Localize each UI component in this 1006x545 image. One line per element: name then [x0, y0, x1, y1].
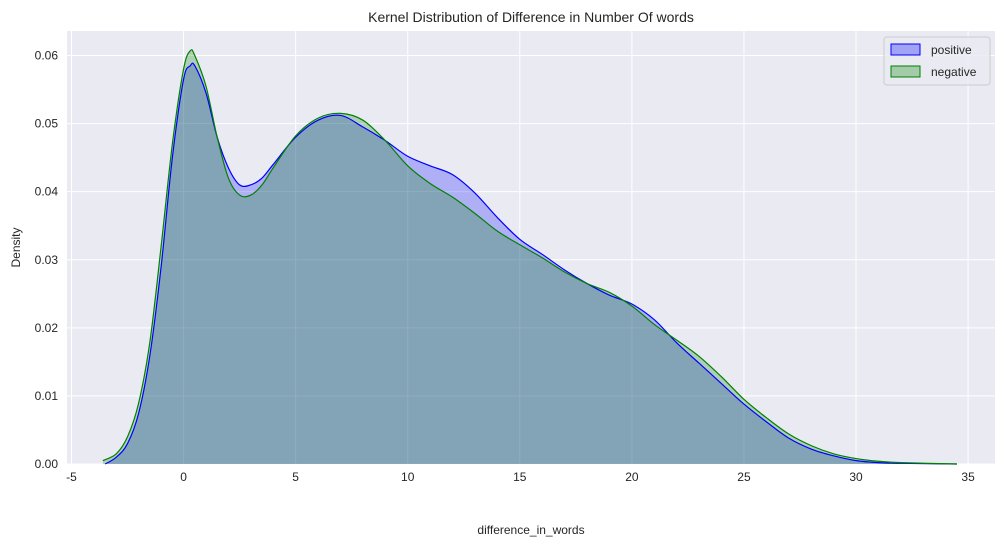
- legend-box: [883, 36, 991, 86]
- y-tick-label: 0.05: [35, 117, 59, 131]
- x-tick-label: 25: [737, 470, 751, 484]
- series-layer: [102, 49, 957, 465]
- y-tick-label: 0.00: [35, 457, 59, 471]
- y-tick-label: 0.04: [35, 185, 59, 199]
- x-tick-label: 10: [401, 470, 415, 484]
- y-axis-label: Density: [9, 227, 23, 267]
- y-tick-label: 0.03: [35, 253, 59, 267]
- kde-line-negative: [102, 49, 957, 465]
- x-tick-label: 15: [513, 470, 527, 484]
- y-tick-label: 0.06: [35, 49, 59, 63]
- legend: positive negative: [883, 36, 991, 86]
- x-tick-label: -5: [66, 470, 77, 484]
- x-tick-label: 5: [292, 470, 299, 484]
- kde-line-positive: [104, 62, 957, 465]
- legend-label-negative: negative: [931, 65, 977, 79]
- legend-label-positive: positive: [931, 43, 972, 57]
- x-tick-label: 20: [625, 470, 639, 484]
- chart-title: Kernel Distribution of Difference in Num…: [368, 9, 694, 25]
- legend-swatch-positive: [890, 43, 921, 56]
- y-tick-label: 0.02: [35, 321, 59, 335]
- tick-labels: -5 0 5 10 15 20 25 30 35 0.00 0.01 0.02 0.03 0.04 0.05…: [35, 49, 975, 484]
- x-tick-label: 35: [961, 470, 975, 484]
- kde-fill-negative: [102, 49, 957, 464]
- x-tick-label: 0: [180, 470, 187, 484]
- x-tick-label: 30: [849, 470, 863, 484]
- legend-swatch-negative: [890, 65, 921, 78]
- grid-lines: [67, 31, 995, 465]
- x-axis-label: difference_in_words: [477, 523, 584, 537]
- y-tick-label: 0.01: [35, 389, 59, 403]
- kde-fill-positive: [105, 63, 957, 465]
